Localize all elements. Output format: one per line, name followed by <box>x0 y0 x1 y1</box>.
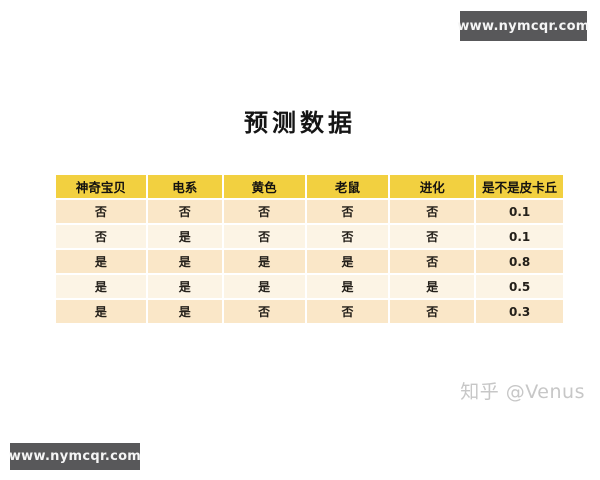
table-cell: 否 <box>390 300 475 323</box>
table-cell: 0.8 <box>476 250 563 273</box>
table-cell: 是 <box>147 225 222 248</box>
page-title: 预测数据 <box>244 109 356 137</box>
table-cell: 是 <box>56 300 146 323</box>
table-cell: 是 <box>390 275 475 298</box>
table-header-cell: 老鼠 <box>306 175 389 198</box>
table-cell: 否 <box>147 200 222 223</box>
table-header-cell: 进化 <box>390 175 475 198</box>
table-header-cell: 黄色 <box>223 175 305 198</box>
table-cell: 否 <box>223 300 305 323</box>
table-cell: 否 <box>223 200 305 223</box>
table-cell: 否 <box>306 200 389 223</box>
table-cell: 是 <box>306 250 389 273</box>
site-url-banner-bottom: www.nymcqr.com <box>9 443 141 470</box>
table-row: 否 是 否 否 否 0.1 <box>56 225 563 248</box>
table-row: 否 否 否 否 否 0.1 <box>56 200 563 223</box>
table-cell: 是 <box>147 275 222 298</box>
table-header-cell: 电系 <box>147 175 222 198</box>
table-cell: 是 <box>223 250 305 273</box>
table-header-row: 神奇宝贝 电系 黄色 老鼠 进化 是不是皮卡丘 <box>56 175 563 198</box>
table-cell: 否 <box>390 250 475 273</box>
table-header-cell: 神奇宝贝 <box>56 175 146 198</box>
prediction-table: 神奇宝贝 电系 黄色 老鼠 进化 是不是皮卡丘 否 否 否 否 否 0.1 否 … <box>56 175 563 325</box>
table-row: 是 是 是 是 否 0.8 <box>56 250 563 273</box>
zhihu-author-watermark: 知乎 @Venus <box>460 381 585 403</box>
table-cell: 是 <box>147 300 222 323</box>
table-row: 是 是 是 是 是 0.5 <box>56 275 563 298</box>
table-cell: 否 <box>390 200 475 223</box>
table-cell: 是 <box>223 275 305 298</box>
site-url-banner-top: www.nymcqr.com <box>457 11 589 41</box>
table-cell: 否 <box>223 225 305 248</box>
table-cell: 是 <box>147 250 222 273</box>
table-cell: 否 <box>306 300 389 323</box>
table-cell: 否 <box>390 225 475 248</box>
table-cell: 否 <box>56 200 146 223</box>
table-cell: 是 <box>306 275 389 298</box>
table-cell: 0.1 <box>476 225 563 248</box>
table-cell: 是 <box>56 250 146 273</box>
table-cell: 是 <box>56 275 146 298</box>
table-cell: 否 <box>56 225 146 248</box>
table-cell: 0.1 <box>476 200 563 223</box>
table-cell: 0.3 <box>476 300 563 323</box>
table-cell: 否 <box>306 225 389 248</box>
table-row: 是 是 否 否 否 0.3 <box>56 300 563 323</box>
table-cell: 0.5 <box>476 275 563 298</box>
table-header-cell: 是不是皮卡丘 <box>476 175 563 198</box>
